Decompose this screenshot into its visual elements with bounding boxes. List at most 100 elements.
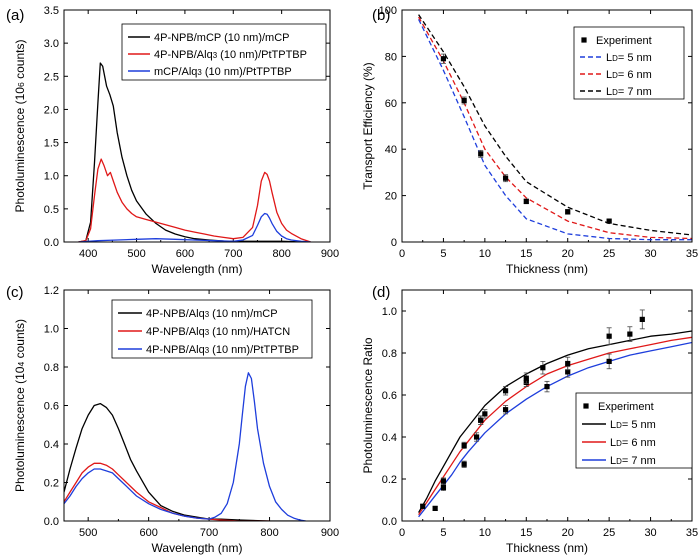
panel-d: (d) 0 5 10 15 20 25 30 35 0.0 0.2 0.4 0.6 0.8 1.0 Thick… [361,284,698,555]
series-line-3 [64,372,306,521]
data-point [478,417,484,423]
y-tick-label: 1.0 [382,306,397,318]
legend-label-part: D [612,71,618,80]
legend-label: 4P-NPB/Alq3 (10 nm)/PtTPTBP [146,344,299,356]
x-tick-label-part: 500 [79,527,97,539]
legend-label-part: L [610,455,616,467]
x-tick-label: 900 [321,248,339,260]
x-tick-label: 800 [260,527,278,539]
series-line-2 [64,462,270,521]
data-point [440,484,447,490]
y-tick-label-part: 60 [385,98,397,110]
x-tick-label-part: 30 [644,527,656,539]
x-tick-label-part: 20 [562,527,574,539]
series-line-1 [78,62,306,242]
y-axis-label-part: Photoluminescence (10 [13,87,27,213]
y-tick-label: 1.0 [44,171,59,183]
y-tick-label: 3.5 [44,5,59,17]
legend-label-part: = 7 nm [622,455,656,467]
x-tick-label-part: 600 [176,248,194,260]
legend-label: 4P-NPB/Alq3 (10 nm)/HATCN [146,326,290,338]
y-tick-label-part: 0.0 [44,516,59,528]
legend-box [573,26,685,100]
legend-box [575,392,693,469]
panel-b: (b) 0 5 10 15 20 25 30 35 0 20 40 60 80 100 Thickness (… [361,5,698,276]
y-axis-label-part: Transport Efficiency (%) [361,62,375,189]
plot-frame [401,9,693,243]
legend-label-part: D [616,439,622,448]
x-axis-label: Wavelength (nm) [152,262,243,276]
y-tick-label: 0.2 [44,478,59,490]
x-tick-label: 800 [272,248,290,260]
y-tick-label: 20 [385,191,397,203]
legend-label-part: 4P-NPB/Alq [146,308,205,320]
x-tick-label: 10 [479,248,491,260]
data-point [606,333,612,339]
x-tick-label-part: 10 [479,248,491,260]
series-line-3 [78,212,311,242]
legend-label: LD= 7 nm [610,455,656,467]
y-tick-label: 0.0 [44,237,59,249]
y-axis-label-part: 6 [16,82,26,87]
x-tick-label-part: 10 [479,527,491,539]
series-line-1 [64,402,300,521]
y-axis-label-part: Photoluminescence (10 [13,366,27,492]
legend-label-part: 4P-NPB/Alq [154,49,213,61]
legend-box [121,23,327,81]
y-axis-label-part: counts) [13,319,27,362]
y-tick-label-part: 0.2 [382,474,397,486]
y-tick-label: 0.0 [382,516,397,528]
x-axis-label: Thickness (nm) [506,262,588,276]
data-point [461,442,467,448]
y-tick-label-part: 0.8 [382,348,397,360]
data-point [478,151,484,157]
x-tick-label-part: 500 [127,248,145,260]
legend-label-part: L [610,419,616,431]
y-tick-label-part: 20 [385,191,397,203]
axis-ticks: 0 5 10 15 20 25 30 35 0.0 0.2 0.4 0.6 0.8 1.0 [382,290,698,539]
y-tick-label: 2.5 [44,71,59,83]
y-tick-label-part: 0.4 [382,432,397,444]
y-tick-label: 0.8 [382,348,397,360]
data-point [440,56,447,62]
series-group [418,14,692,241]
x-tick-label: 700 [224,248,242,260]
x-tick-label: 35 [686,248,698,260]
y-tick-label-part: 2.0 [44,104,59,116]
x-tick-label-part: 35 [686,527,698,539]
legend-label-part: L [606,86,612,98]
series-line-2 [418,16,692,240]
x-tick-label-part: 25 [603,248,615,260]
x-tick-label: 600 [139,527,157,539]
plot-frame [63,9,331,243]
x-tick-label: 20 [562,248,574,260]
y-tick-label: 0.4 [382,432,397,444]
legend-label-part: mCP/Alq [154,66,197,78]
y-tick-label-part: 1.2 [44,285,59,297]
x-axis-label-part: Wavelength (nm) [152,262,243,276]
y-tick-label-part: 3.5 [44,5,59,17]
panel-label: (c) [6,284,24,301]
y-tick-label-part: 0.6 [44,401,59,413]
x-tick-label-part: 0 [399,527,405,539]
legend-label-part: 4P-NPB/Alq [146,326,205,338]
y-axis-label: Transport Efficiency (%) [361,62,375,189]
data-point [565,369,571,375]
x-axis-label-part: Thickness (nm) [506,262,588,276]
legend-label: LD= 6 nm [610,437,656,449]
x-tick-label: 15 [520,248,532,260]
legend-label: LD= 5 nm [606,52,652,64]
y-tick-label-part: 0.0 [44,237,59,249]
legend-label-part: 3 [197,68,202,77]
y-tick-label: 100 [379,5,397,17]
x-tick-label-part: 25 [603,527,615,539]
panel-a: (a) 400 500 600 700 800 900 0.0 0.5 1.0 1.5 2.0 2.5 3… [6,5,339,276]
legend-label: mCP/Alq3 (10 nm)/PtTPTBP [154,66,292,78]
y-axis-label-part: 4 [16,362,26,367]
x-axis-label-part: Thickness (nm) [506,541,588,555]
x-tick-label-part: 800 [260,527,278,539]
x-axis-label: Wavelength (nm) [152,541,243,555]
legend-label-part: (10 nm)/mCP [209,308,277,320]
y-axis-label-part: Photoluminescence Ratio [361,337,375,473]
x-tick-label: 35 [686,527,698,539]
